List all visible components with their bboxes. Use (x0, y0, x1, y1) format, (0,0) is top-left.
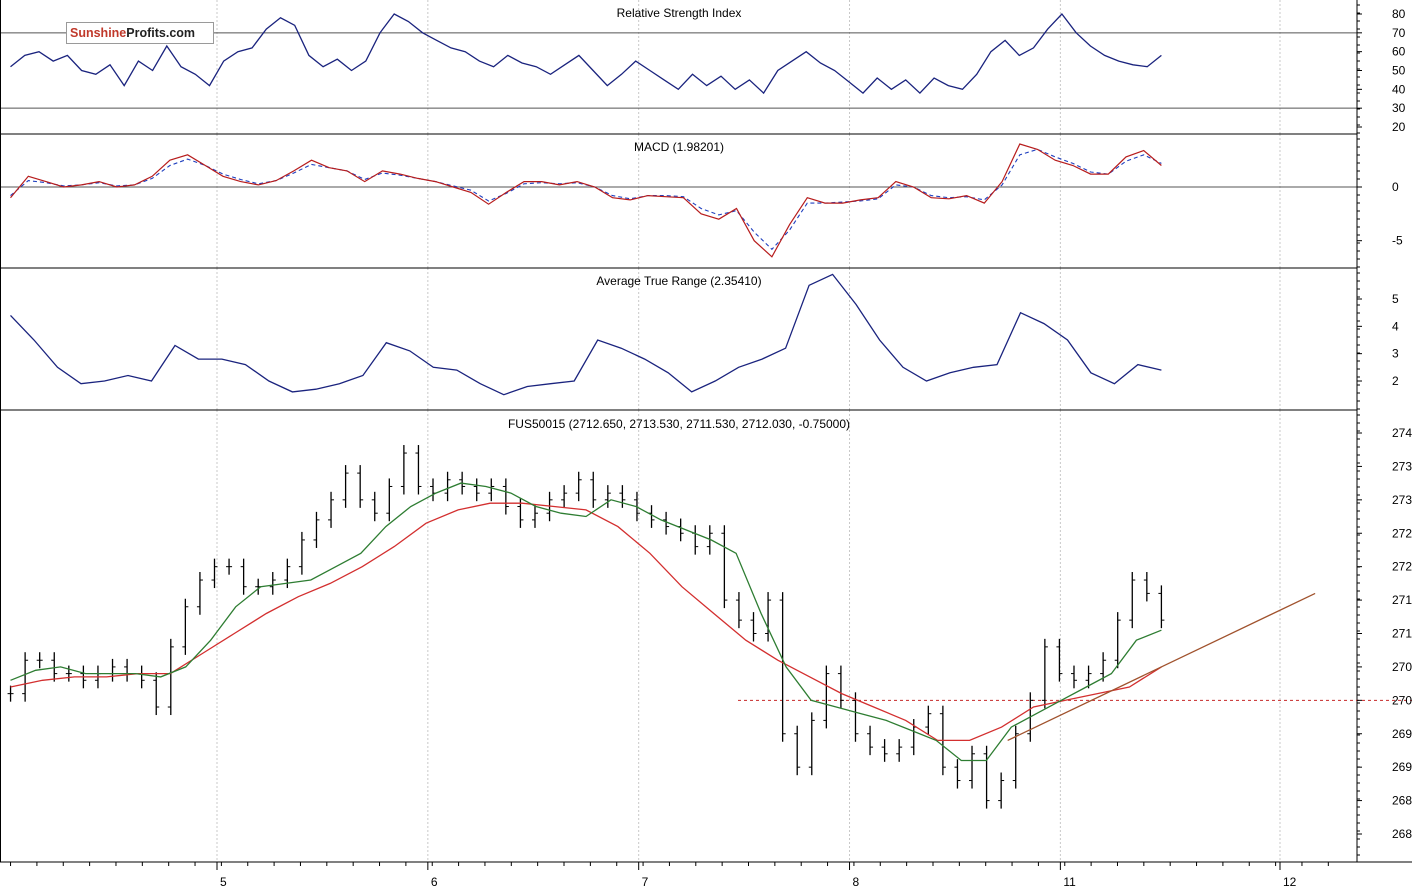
y-tick-label: -5 (1392, 234, 1403, 248)
logo-text-profits: Profits.com (126, 26, 196, 40)
x-tick-label: 5 (220, 875, 227, 889)
panel-borders (0, 0, 1412, 863)
y-tick-label: 70 (1392, 26, 1406, 40)
sunshine-profits-logo: Sunshine Profits.com (66, 22, 214, 44)
y-tick-label: 2700 (1392, 693, 1412, 707)
y-tick-label: 2705 (1392, 660, 1412, 674)
y-tick-label: 2730 (1392, 493, 1412, 507)
y-tick-label: 80 (1392, 7, 1406, 21)
y-tick-label: 2685 (1392, 794, 1412, 808)
y-tick-label: 2735 (1392, 459, 1412, 473)
axes-layer: 20 30 40 50 60 70 80 -5 0 2 3 4 5 2680 2685 2690 2695 270… (10, 4, 1412, 889)
macd-signal-line (10, 148, 1162, 251)
rsi-line (10, 12, 1162, 95)
y-tick-label: 0 (1392, 180, 1399, 194)
x-tick-label: 8 (853, 875, 860, 889)
rsi-title: Relative Strength Index (617, 6, 742, 20)
moving-average-slow (10, 502, 1162, 742)
logo-text-sunshine: Sunshine (70, 26, 127, 40)
y-tick-label: 50 (1392, 64, 1406, 78)
y-tick-label: 40 (1392, 82, 1406, 96)
y-tick-label: 2680 (1392, 827, 1412, 841)
y-tick-label: 20 (1392, 120, 1406, 134)
x-tick-label: 12 (1283, 875, 1297, 889)
atr-title: Average True Range (2.35410) (596, 274, 761, 288)
series-layer (7, 12, 1412, 809)
x-tick-label: 11 (1063, 875, 1076, 889)
y-tick-label: 5 (1392, 292, 1399, 306)
y-tick-label: 4 (1392, 319, 1399, 333)
x-tick-label: 6 (431, 875, 438, 889)
y-tick-label: 2695 (1392, 727, 1412, 741)
y-tick-label: 3 (1392, 347, 1399, 361)
atr-line (10, 273, 1162, 396)
support-trendline (1007, 592, 1316, 742)
moving-average-fast (10, 482, 1162, 762)
macd-title: MACD (1.98201) (634, 140, 724, 154)
y-tick-label: 2 (1392, 374, 1399, 388)
y-tick-label: 2740 (1392, 426, 1412, 440)
y-tick-label: 2710 (1392, 627, 1412, 641)
y-tick-label: 2690 (1392, 760, 1412, 774)
y-tick-label: 2725 (1392, 526, 1412, 540)
x-tick-label: 7 (642, 875, 649, 889)
price-title: FUS50015 (2712.650, 2713.530, 2711.530, … (508, 417, 850, 431)
y-tick-label: 2720 (1392, 560, 1412, 574)
macd-line (10, 143, 1162, 258)
y-tick-label: 2715 (1392, 593, 1412, 607)
grid-layer (0, 0, 1357, 862)
y-tick-label: 30 (1392, 101, 1406, 115)
y-tick-label: 60 (1392, 45, 1406, 59)
